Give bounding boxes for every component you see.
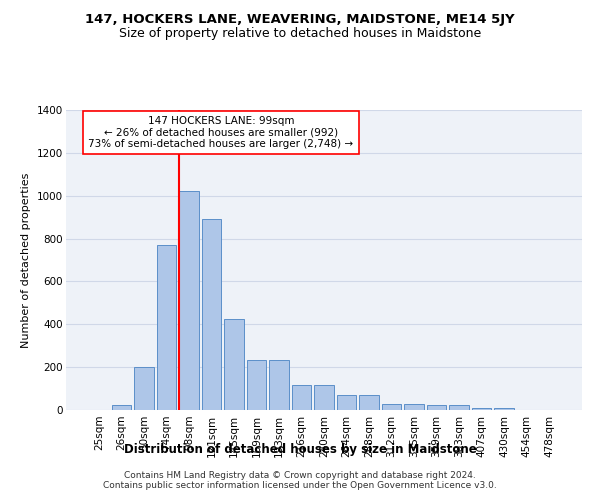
Bar: [314, 386, 334, 410]
Bar: [179, 192, 199, 410]
Bar: [427, 406, 446, 410]
Bar: [112, 404, 131, 410]
Bar: [359, 395, 379, 410]
Bar: [382, 404, 401, 410]
Bar: [337, 395, 356, 410]
Bar: [247, 360, 266, 410]
Bar: [134, 367, 154, 410]
Bar: [494, 408, 514, 410]
Bar: [224, 319, 244, 410]
Bar: [157, 245, 176, 410]
Bar: [472, 408, 491, 410]
Y-axis label: Number of detached properties: Number of detached properties: [22, 172, 31, 348]
Bar: [269, 360, 289, 410]
Text: Distribution of detached houses by size in Maidstone: Distribution of detached houses by size …: [124, 442, 476, 456]
Text: Size of property relative to detached houses in Maidstone: Size of property relative to detached ho…: [119, 28, 481, 40]
Text: Contains HM Land Registry data © Crown copyright and database right 2024.
Contai: Contains HM Land Registry data © Crown c…: [103, 470, 497, 490]
Bar: [292, 386, 311, 410]
Text: 147 HOCKERS LANE: 99sqm
← 26% of detached houses are smaller (992)
73% of semi-d: 147 HOCKERS LANE: 99sqm ← 26% of detache…: [88, 116, 353, 149]
Bar: [202, 220, 221, 410]
Text: 147, HOCKERS LANE, WEAVERING, MAIDSTONE, ME14 5JY: 147, HOCKERS LANE, WEAVERING, MAIDSTONE,…: [85, 12, 515, 26]
Bar: [449, 406, 469, 410]
Bar: [404, 404, 424, 410]
